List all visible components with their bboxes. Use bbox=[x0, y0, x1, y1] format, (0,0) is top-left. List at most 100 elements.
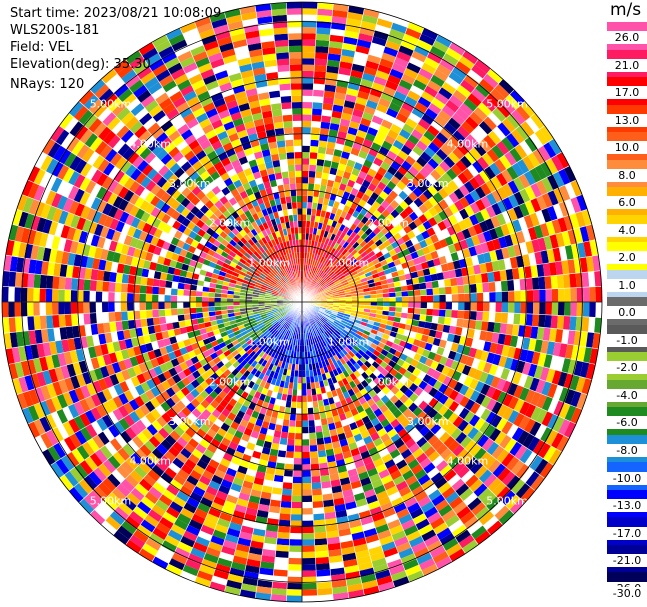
range-gate bbox=[539, 222, 550, 238]
range-gate bbox=[401, 491, 415, 503]
range-gate bbox=[310, 382, 316, 390]
range-gate bbox=[118, 198, 129, 212]
range-gate bbox=[248, 341, 256, 348]
range-gate bbox=[329, 193, 337, 201]
range-gate bbox=[127, 151, 140, 165]
range-gate bbox=[547, 190, 559, 206]
range-gate bbox=[217, 557, 233, 568]
range-gate bbox=[215, 348, 224, 357]
range-gate bbox=[361, 72, 376, 83]
range-gate bbox=[481, 97, 497, 112]
range-gate bbox=[526, 289, 534, 302]
range-gate bbox=[395, 296, 402, 302]
range-gate bbox=[307, 271, 311, 278]
ray-separator bbox=[12, 301, 303, 380]
range-gate bbox=[325, 72, 339, 80]
range-gate bbox=[478, 469, 493, 484]
range-gate bbox=[311, 309, 317, 315]
range-gate bbox=[467, 366, 478, 379]
range-gate bbox=[322, 243, 328, 251]
range-gate bbox=[456, 276, 464, 286]
range-gate bbox=[308, 177, 316, 184]
range-gate bbox=[104, 332, 113, 344]
range-gate bbox=[323, 258, 330, 266]
range-gate bbox=[18, 376, 29, 393]
range-gate bbox=[317, 2, 334, 10]
range-gate bbox=[378, 97, 391, 108]
range-gate bbox=[478, 138, 492, 153]
range-gate bbox=[217, 442, 229, 453]
range-gate bbox=[140, 496, 156, 510]
range-gate bbox=[564, 388, 576, 406]
range-gate bbox=[317, 587, 333, 596]
range-gate bbox=[316, 581, 333, 590]
range-gate bbox=[69, 121, 84, 137]
range-gate bbox=[570, 390, 582, 408]
range-gate bbox=[419, 425, 431, 437]
range-gate bbox=[406, 284, 414, 291]
range-gate bbox=[527, 363, 538, 378]
range-gate bbox=[185, 344, 194, 353]
range-gate bbox=[330, 313, 338, 318]
range-gate bbox=[322, 314, 330, 320]
range-gate bbox=[302, 564, 317, 571]
range-gate bbox=[380, 418, 391, 428]
range-gate bbox=[349, 231, 358, 239]
range-gate bbox=[2, 270, 10, 287]
range-gate bbox=[427, 351, 437, 361]
range-gate bbox=[78, 109, 93, 125]
range-gate bbox=[327, 279, 334, 285]
range-gate bbox=[211, 474, 224, 485]
range-gate bbox=[451, 478, 466, 492]
range-gate bbox=[320, 317, 327, 323]
range-gate bbox=[290, 286, 295, 293]
range-gate bbox=[28, 330, 37, 346]
range-gate bbox=[127, 283, 135, 294]
range-gate bbox=[232, 235, 241, 244]
range-gate bbox=[220, 422, 231, 432]
range-gate bbox=[418, 213, 428, 224]
range-gate bbox=[311, 317, 316, 324]
range-gate bbox=[383, 480, 396, 491]
range-gate bbox=[291, 319, 296, 326]
range-gate bbox=[396, 508, 410, 519]
range-gate bbox=[177, 468, 190, 481]
range-gate bbox=[445, 491, 460, 505]
range-gate bbox=[306, 214, 312, 222]
range-gate bbox=[406, 313, 414, 320]
range-gate bbox=[257, 321, 265, 327]
range-gate bbox=[172, 373, 182, 384]
range-gate bbox=[274, 284, 282, 290]
range-gate bbox=[188, 453, 200, 465]
range-gate bbox=[96, 172, 109, 187]
range-gate bbox=[69, 467, 84, 483]
range-gate bbox=[60, 455, 75, 471]
range-gate bbox=[246, 372, 255, 381]
range-gate bbox=[11, 346, 21, 364]
range-gate bbox=[319, 347, 325, 355]
range-gate bbox=[261, 485, 273, 494]
range-gate bbox=[307, 413, 315, 421]
range-gate bbox=[420, 302, 428, 309]
range-gate bbox=[353, 161, 364, 171]
range-gate bbox=[170, 404, 182, 415]
range-gate bbox=[147, 81, 163, 95]
range-gate bbox=[310, 139, 319, 147]
range-gate bbox=[185, 402, 196, 413]
range-gate bbox=[327, 350, 334, 358]
range-gate bbox=[319, 256, 325, 264]
ray-separator bbox=[301, 3, 334, 303]
range-gate bbox=[62, 197, 74, 213]
range-gate bbox=[323, 286, 330, 291]
range-gate bbox=[199, 423, 211, 434]
range-gate bbox=[268, 283, 275, 288]
range-gate bbox=[355, 176, 365, 186]
range-gate bbox=[451, 309, 459, 319]
range-gate bbox=[170, 210, 181, 221]
range-gate bbox=[487, 459, 502, 474]
range-gate bbox=[290, 311, 295, 318]
range-gate bbox=[412, 79, 427, 91]
range-gate bbox=[116, 465, 130, 479]
range-gate bbox=[139, 147, 152, 160]
range-gate bbox=[125, 116, 139, 130]
